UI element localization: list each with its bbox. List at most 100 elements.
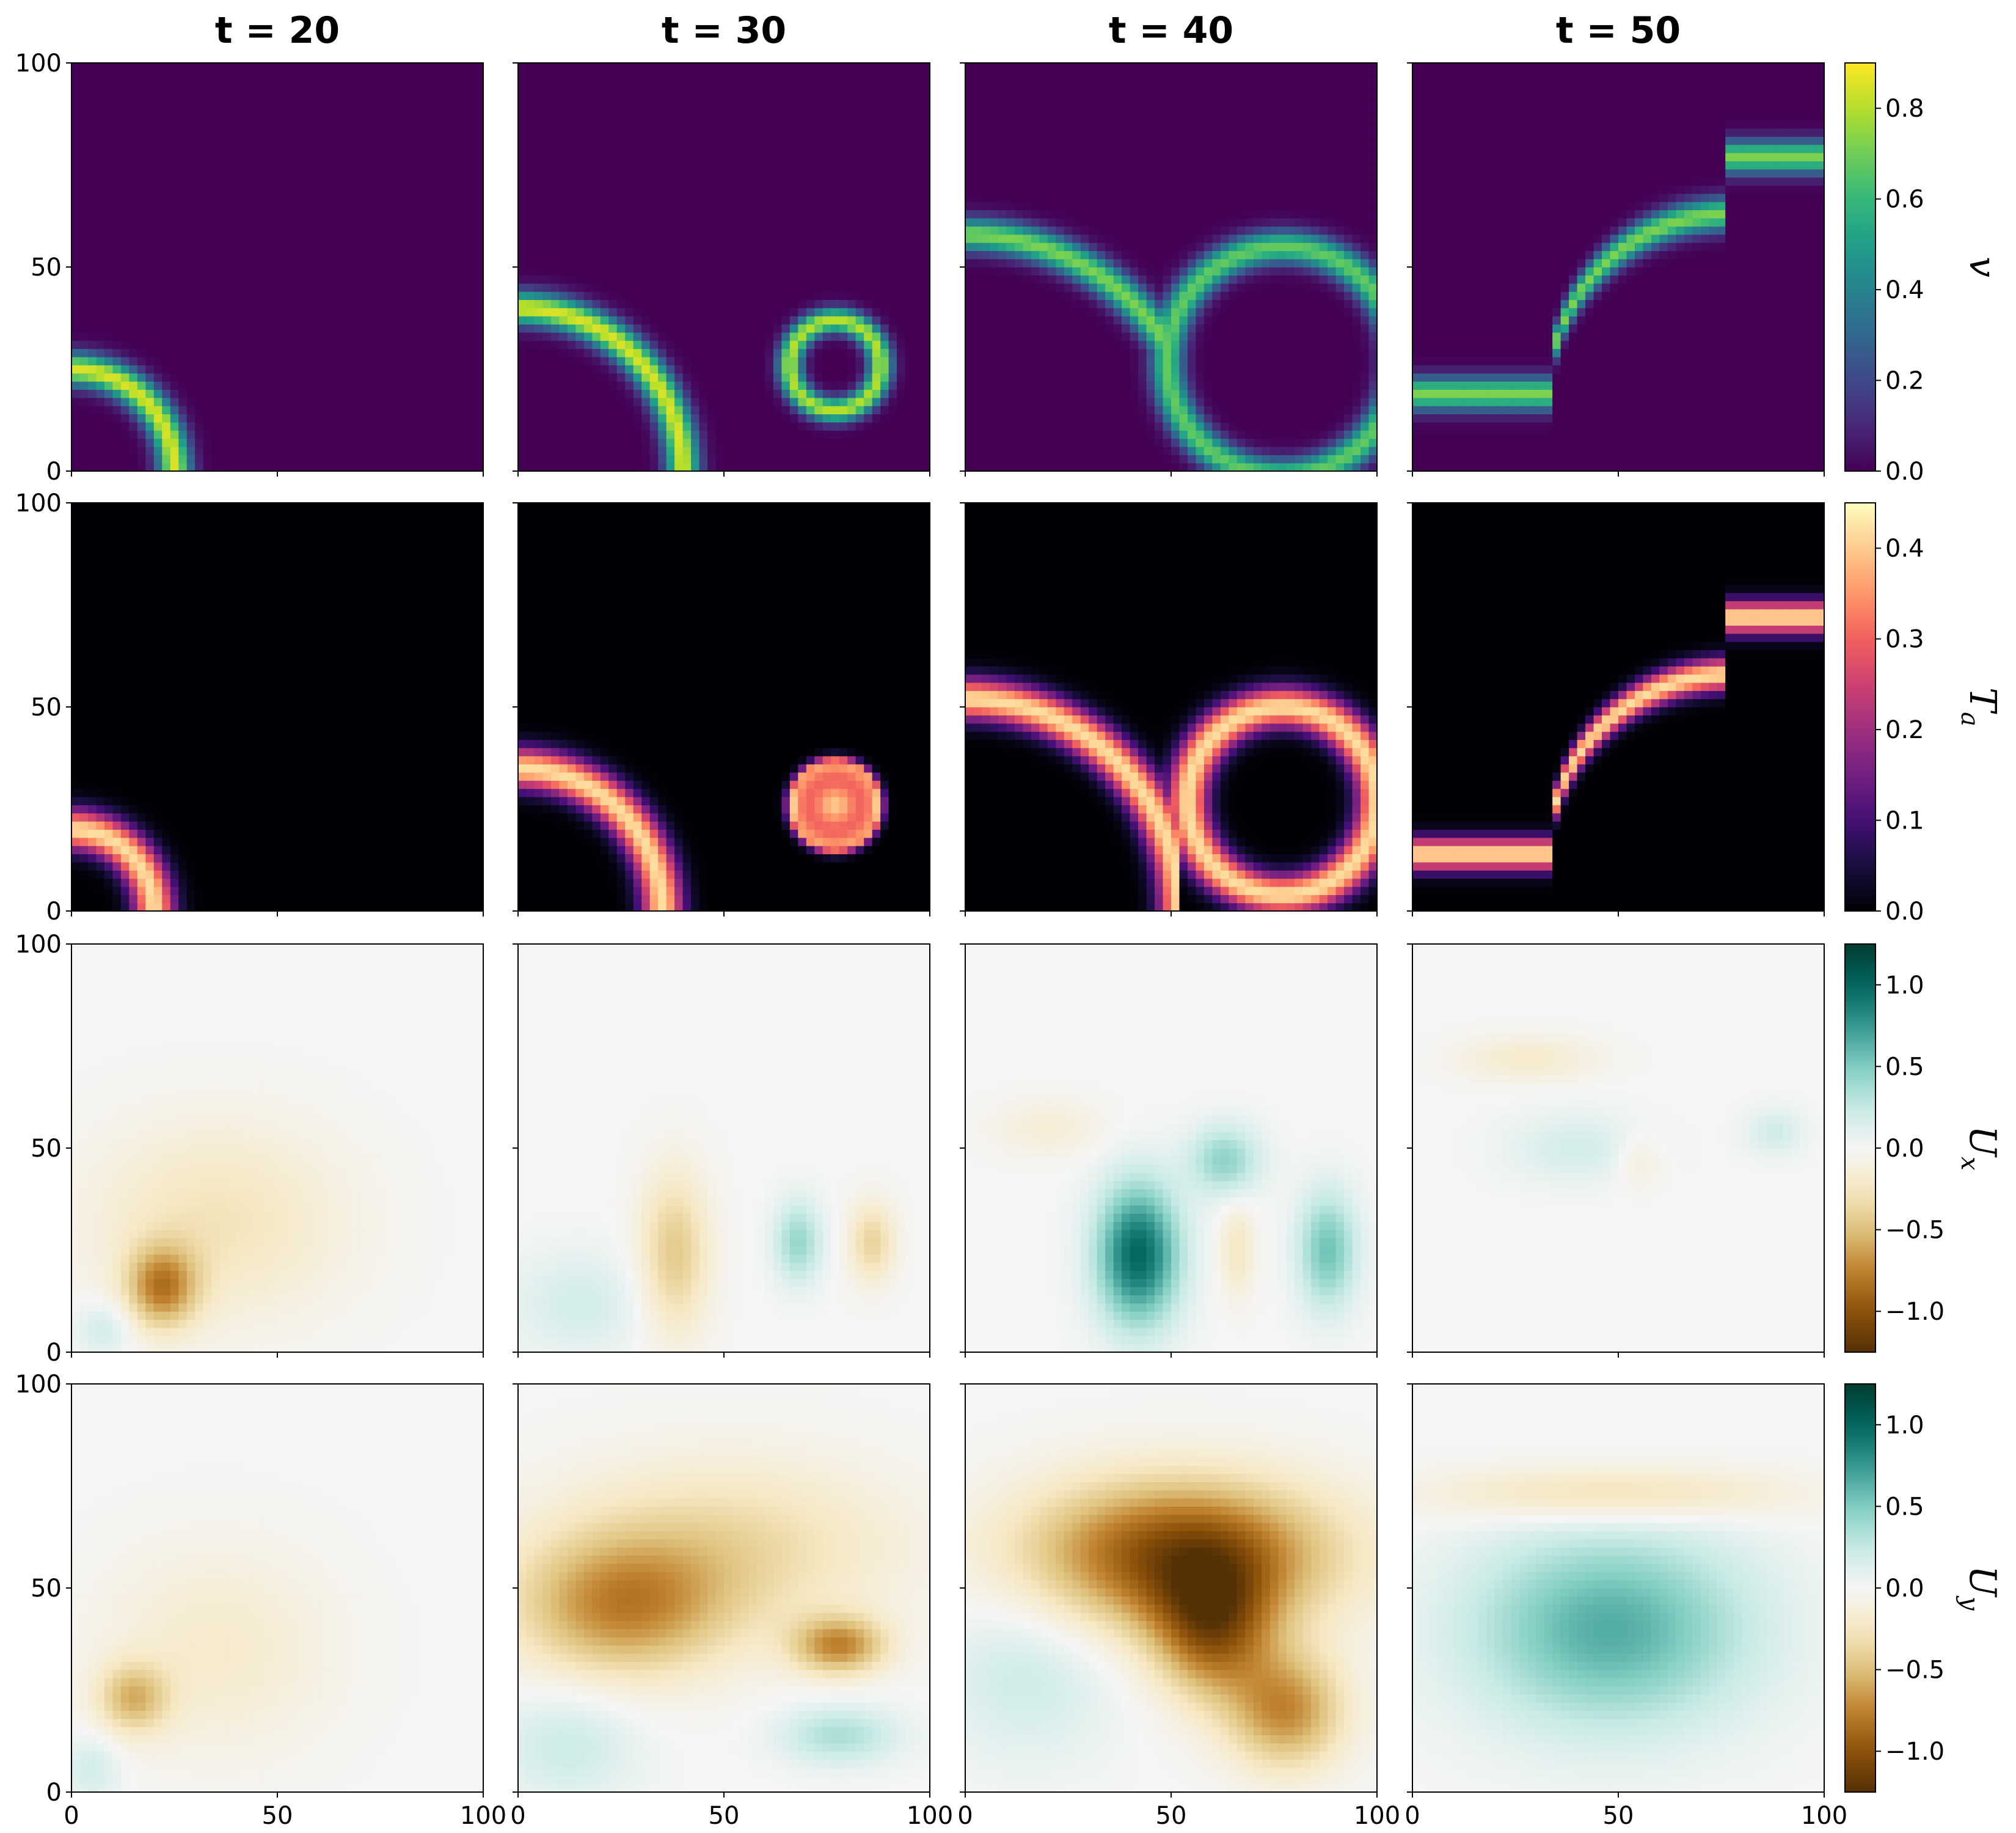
heat-cell (178, 324, 187, 333)
heat-cell (608, 389, 617, 398)
heat-cell (814, 316, 823, 324)
heat-cell (592, 414, 601, 422)
heat-cell (757, 308, 765, 316)
heat-cell (187, 406, 195, 414)
heat-cell (376, 79, 385, 88)
heat-cell (129, 79, 137, 88)
heat-cell (310, 120, 319, 129)
heat-cell (343, 112, 352, 120)
heat-cell (269, 455, 278, 463)
heat-cell (211, 128, 220, 137)
heat-cell (724, 447, 732, 455)
heat-cell (302, 185, 310, 194)
heat-cell (269, 235, 278, 243)
heat-cell (112, 381, 121, 390)
heat-cell (121, 218, 130, 227)
heat-cell (393, 275, 401, 284)
heat-cell (475, 422, 484, 431)
heat-cell (864, 357, 872, 365)
heat-cell (393, 349, 401, 357)
heat-cell (236, 120, 245, 129)
heat-cell (442, 95, 451, 104)
heat-cell (211, 406, 220, 414)
heat-cell (178, 235, 187, 243)
heat-cell (343, 104, 352, 112)
heat-cell (335, 259, 343, 268)
heat-cell (88, 71, 97, 79)
heat-cell (814, 340, 823, 349)
heat-cell (384, 210, 393, 218)
heat-cell (790, 308, 798, 316)
heat-cell (360, 71, 368, 79)
heat-cell (145, 79, 154, 88)
heat-cell (467, 422, 475, 431)
heat-cell (112, 349, 121, 357)
heat-cell (79, 316, 88, 324)
heat-cell (814, 324, 823, 333)
heat-cell (442, 357, 451, 365)
heat-cell (426, 251, 434, 259)
heat-cell (88, 340, 97, 349)
heat-cell (798, 463, 806, 472)
heat-cell (625, 308, 634, 316)
heat-cell (658, 447, 667, 455)
heat-cell (417, 251, 426, 259)
heat-cell (310, 226, 319, 235)
heat-cell (426, 316, 434, 324)
heat-cell (170, 79, 179, 88)
heat-cell (608, 365, 617, 373)
heat-cell (551, 340, 560, 349)
heat-cell (335, 308, 343, 316)
heat-cell (170, 120, 179, 129)
heat-cell (584, 455, 593, 463)
heat-cell (112, 439, 121, 447)
heat-cell (343, 284, 352, 292)
heat-cell (261, 398, 269, 406)
heat-cell (335, 71, 343, 79)
heat-cell (285, 291, 294, 300)
heat-cell (145, 218, 154, 227)
heat-cell (162, 308, 170, 316)
heat-cell (121, 235, 130, 243)
heat-cell (634, 357, 642, 365)
heat-cell (450, 389, 459, 398)
heat-cell (154, 243, 163, 251)
heat-cell (535, 439, 543, 447)
heat-cell (269, 463, 278, 472)
heat-cell (121, 275, 130, 284)
heat-cell (426, 291, 434, 300)
heat-cell (913, 381, 922, 390)
heat-cell (253, 340, 261, 349)
heat-cell (154, 210, 163, 218)
heat-cell (542, 447, 551, 455)
heat-cell (475, 308, 484, 316)
heat-cell (327, 243, 335, 251)
heat-cell (154, 275, 163, 284)
heat-cell (269, 243, 278, 251)
heat-cell (683, 389, 692, 398)
heat-cell (310, 128, 319, 137)
heat-cell (277, 177, 286, 186)
heat-cell (376, 373, 385, 382)
heat-cell (187, 284, 195, 292)
heat-cell (187, 169, 195, 178)
heat-cell (88, 63, 97, 71)
heat-cell (96, 299, 104, 308)
heat-cell (765, 299, 773, 308)
heat-cell (518, 373, 527, 382)
heat-cell (674, 299, 683, 308)
heat-cell (401, 381, 409, 390)
heat-cell (220, 226, 228, 235)
heat-cell (187, 439, 195, 447)
heat-cell (220, 373, 228, 382)
heat-cell (872, 430, 881, 439)
heat-cell (856, 447, 864, 455)
heat-cell (814, 414, 823, 422)
heat-cell (145, 251, 154, 259)
heat-cell (724, 430, 732, 439)
heat-cell (401, 324, 409, 333)
heat-cell (699, 398, 708, 406)
heat-cell (518, 332, 527, 341)
heat-cell (634, 422, 642, 431)
heat-cell (195, 308, 203, 316)
